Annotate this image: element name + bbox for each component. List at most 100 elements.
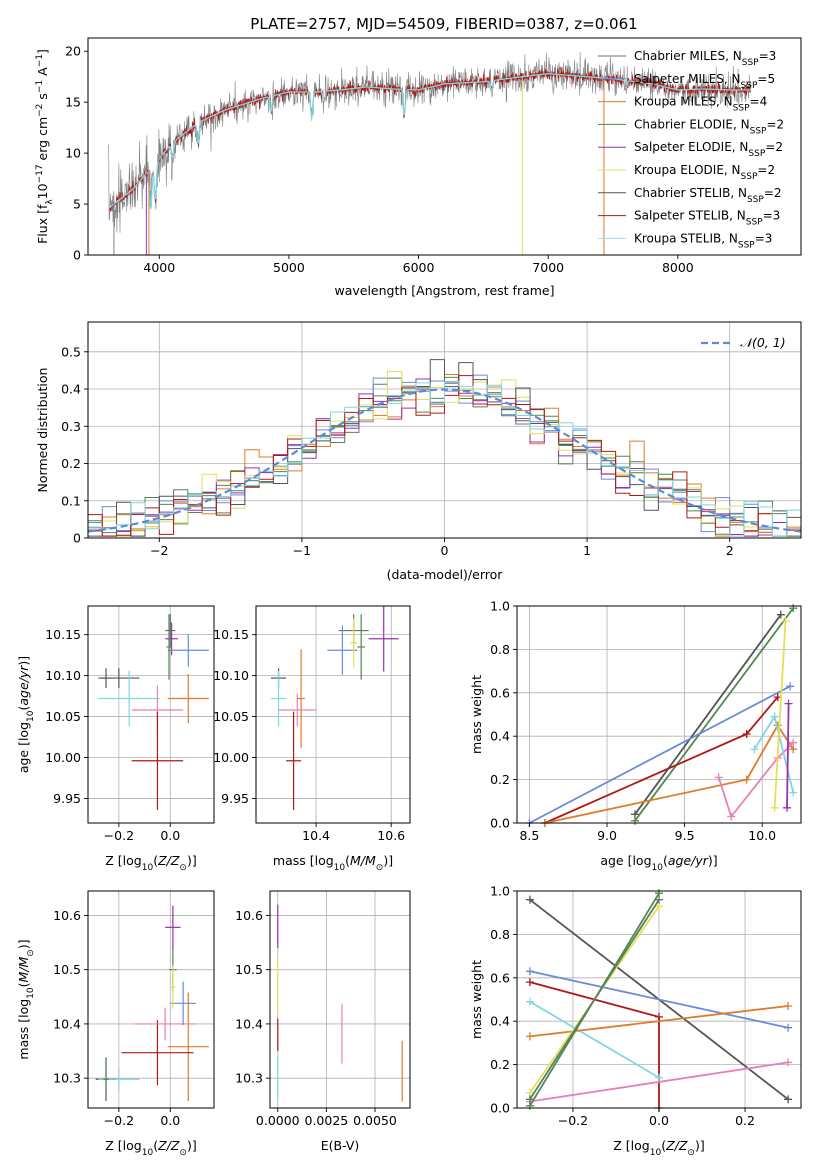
weight-marker [784,1058,793,1067]
y-tick-label: 10.3 [53,1071,81,1086]
errorbar-point [357,614,365,680]
x-tick-label: 9.0 [597,828,617,843]
y-axis-label: Flux [fλ10−17 erg cm−2 s−1 A−1] [35,49,55,244]
x-tick-label: −0.2 [558,1113,588,1128]
x-tick-label: 0.0000 [256,1113,300,1128]
errorbar-point [170,965,176,1009]
weight-marker [786,682,795,691]
y-tick-label: 5 [73,197,81,212]
y-tick-label: 10.05 [45,709,81,724]
legend-entry: Salpeter MILES, NSSP=5 [634,72,775,91]
errorbar-point [368,606,399,672]
errorbar-point [103,1062,109,1096]
weight-marker [770,712,779,721]
errorbar-point [170,981,196,1025]
y-tick-label: 1.0 [490,599,510,614]
y-tick-label: 1.0 [490,884,510,899]
errorbar-point [271,670,287,727]
weight-series [525,967,793,1032]
weight-series [770,617,790,812]
weight-marker [776,610,785,619]
weight-marker [750,745,759,754]
weight-series [540,693,782,827]
y-tick-label: 10.4 [53,1016,81,1031]
weight-marker [655,895,663,904]
weight-marker [655,1073,663,1082]
x-tick-label: 0.0 [160,828,180,843]
legend-entry: Chabrier ELODIE, NSSP=2 [634,117,784,136]
y-tick-label: 9.95 [221,791,249,806]
weight-marker [525,1095,534,1104]
weight-vs-age-chart: 8.5 9.0 9.5 10.0 0.0 0.2 0.4 0.6 0.8 1.0 age [log1… [469,599,802,873]
errorbar-point [100,668,112,688]
weight-line [528,685,791,824]
x-axis-label: mass [log10(M/M⊙)] [273,853,393,873]
weight-line [529,899,660,1100]
weight-marker [727,812,736,821]
y-tick-label: 10.15 [45,627,81,642]
y-axis-label: mass [log10(M/M⊙)] [16,939,36,1059]
y-tick-label: 10.5 [235,962,263,977]
x-tick-label: 0 [441,543,449,558]
y-tick-label: 0.8 [490,927,510,942]
y-tick-label: 0.4 [61,382,81,397]
x-axis-label: wavelength [Angstrom, rest frame] [334,283,554,298]
x-axis-label: Z [log10(Z/Z⊙)] [105,1138,196,1158]
normal-distribution-curve [88,388,801,533]
errorbar-point [349,618,358,668]
age-vs-Z-plot-area [98,614,209,810]
x-tick-label: 0.2 [735,1113,755,1128]
histogram-series [88,376,801,537]
mass-vs-Z-plot-area [95,905,209,1101]
y-axis-label: age [log10(age/yr)] [16,656,36,773]
y-tick-label: 10.00 [213,750,249,765]
errorbar-point [98,670,160,727]
y-tick-label: 0.4 [490,729,510,744]
weight-marker [789,738,798,747]
weight-line [634,607,794,822]
y-tick-label: 10.05 [213,709,249,724]
weight-marker [525,997,534,1006]
x-tick-label: 8.5 [519,828,539,843]
errorbar-point [134,1007,196,1041]
y-tick-label: 0.1 [61,493,81,508]
x-tick-label: 10.4 [302,828,330,843]
y-tick-label: 0.8 [490,642,510,657]
weight-line [786,703,790,808]
axes-frame [87,605,215,824]
axes-frame [269,890,411,1109]
legend-entry: Salpeter STELIB, NSSP=3 [634,209,780,228]
y-tick-label: 10.10 [213,668,249,683]
legend-entry: Kroupa MILES, NSSP=4 [634,95,767,114]
mass-vs-EBV-chart: 0.0000 0.0025 0.0050 10.3 10.4 10.5 10.6 E(B-V) [235,890,411,1153]
y-tick-label: 0 [73,248,81,263]
weight-marker [783,803,792,812]
weight-marker [742,775,751,784]
histogram-series [88,371,801,537]
legend-entry: 𝒩(0, 1) [740,335,786,350]
weight-marker [784,1002,793,1011]
y-tick-label: 0.5 [61,344,81,359]
x-tick-label: 9.5 [675,828,695,843]
x-tick-label: 8000 [662,260,694,275]
errorbar-point [165,905,181,950]
x-tick-label: −1 [293,543,311,558]
age-vs-mass-chart: 10.4 10.6 9.95 10.00 10.05 10.10 10.15 mass [lo… [213,605,411,873]
y-tick-label: 10.3 [235,1071,263,1086]
weight-line [634,614,782,815]
residuals-chart: −2 −1 0 1 2 0 0.1 0.2 0.3 0.4 0.5 (data-model)/erro… [35,321,802,582]
axes-frame [87,37,802,256]
weight-series [525,895,663,1104]
weight-marker [525,978,534,987]
y-tick-label: 0.0 [490,816,510,831]
weight-line [529,1061,789,1103]
y-axis-label: Normed distribution [35,368,50,493]
y-tick-label: 0.0 [490,1101,510,1116]
weight-marker [789,788,798,797]
x-tick-label: −0.2 [104,1113,134,1128]
y-tick-label: 10.4 [235,1016,263,1031]
legend-entry: Kroupa STELIB, NSSP=3 [634,231,772,250]
weight-marker [742,730,751,739]
y-tick-label: 10.10 [45,668,81,683]
